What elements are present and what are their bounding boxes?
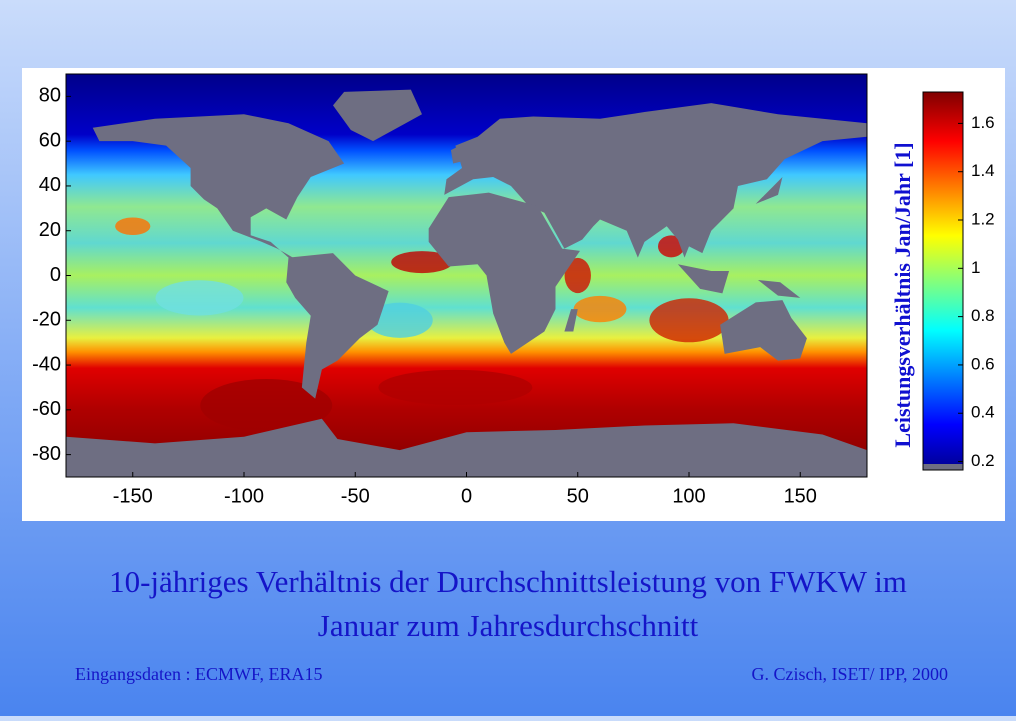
map-feature: [564, 257, 591, 294]
map: [66, 74, 867, 477]
land: [720, 300, 807, 361]
y-tick-label: 60: [39, 129, 61, 151]
map-feature: [366, 302, 433, 338]
map-feature: [658, 235, 685, 258]
y-tick-label: 20: [39, 219, 61, 241]
y-tick-label: -80: [32, 443, 61, 465]
x-tick-label: -50: [341, 485, 370, 507]
y-tick-label: 40: [39, 174, 61, 196]
x-tick-label: -150: [113, 485, 153, 507]
x-tick-label: 100: [672, 485, 705, 507]
land: [286, 253, 389, 399]
land: [333, 89, 422, 142]
map-feature: [200, 378, 333, 432]
caption-title: 10-jähriges Verhältnis der Durchschnitts…: [109, 564, 907, 599]
caption-author: G. Czisch, ISET/ IPP, 2000: [751, 664, 948, 684]
y-tick-label: 0: [50, 264, 61, 286]
colorbar-tick-label: 0.8: [971, 306, 995, 325]
x-tick-label: 150: [784, 485, 817, 507]
map-feature: [115, 217, 151, 236]
y-tick-label: -60: [32, 398, 61, 420]
land: [92, 114, 345, 258]
colorbar-tick-label: 1.4: [971, 161, 995, 180]
x-tick-label: 50: [567, 485, 589, 507]
map-feature: [573, 295, 627, 323]
y-tick-label: -20: [32, 309, 61, 331]
map-feature: [378, 369, 533, 406]
colorbar-land: [923, 464, 963, 470]
colorbar-tick-label: 0.6: [971, 354, 995, 373]
y-tick-label: 80: [39, 85, 61, 107]
colorbar: [923, 92, 963, 470]
x-tick-label: -100: [224, 485, 264, 507]
x-tick-label: 0: [461, 485, 472, 507]
land: [564, 309, 578, 332]
colorbar-frame: [922, 91, 964, 471]
map-feature: [649, 298, 729, 343]
colorbar-tick-label: 1.2: [971, 209, 995, 228]
caption-source: Eingangsdaten : ECMWF, ERA15: [75, 664, 323, 684]
land: [677, 264, 730, 294]
land: [757, 279, 801, 298]
caption-title: Januar zum Jahresdurchschnitt: [318, 608, 699, 643]
y-tick-label: -40: [32, 353, 61, 375]
land: [444, 103, 867, 258]
land: [450, 145, 471, 164]
colorbar-label: Leistungsverhältnis Jan/Jahr [1]: [890, 142, 915, 447]
land: [428, 192, 580, 354]
colorbar-tick-label: 1: [971, 258, 980, 277]
land: [755, 176, 783, 204]
colorbar-tick-label: 1.6: [971, 113, 995, 132]
map-feature: [155, 280, 244, 316]
land: [66, 418, 867, 477]
colorbar-tick-label: 0.2: [971, 451, 995, 470]
colorbar-tick-label: 0.4: [971, 403, 995, 422]
map-feature: [391, 251, 453, 274]
